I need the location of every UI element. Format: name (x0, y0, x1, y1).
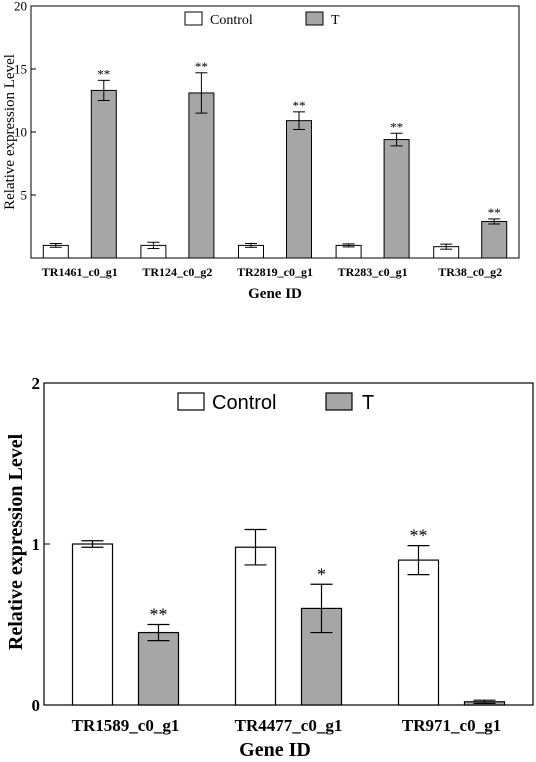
y-tick-label: 0 (32, 696, 41, 715)
x-tick-label: TR1589_c0_g1 (72, 716, 180, 735)
bar-t-TR2819_c0_g1 (286, 120, 312, 259)
x-tick-label: TR2819_c0_g1 (237, 265, 313, 279)
x-tick-label: TR124_c0_g2 (142, 265, 212, 279)
bar-control-TR1589_c0_g1 (71, 543, 114, 706)
significance-marker: ** (150, 605, 168, 625)
legend-swatch-t (325, 392, 353, 411)
y-tick-label: 2 (32, 374, 41, 393)
x-tick-label: TR4477_c0_g1 (235, 716, 343, 735)
chart-2-ylabel: Relative expression Level (5, 433, 27, 650)
legend-label-t: T (331, 13, 340, 28)
legend-swatch-t (305, 11, 324, 26)
chart-2-legend: Control T (177, 392, 374, 414)
significance-marker: ** (97, 66, 110, 81)
y-tick-label: 5 (21, 188, 28, 203)
significance-marker: ** (410, 526, 428, 546)
significance-marker: * (317, 564, 326, 584)
bar-control-TR4477_c0_g1 (234, 546, 277, 706)
chart-1-ylabel: Relative expression Level (2, 54, 18, 210)
significance-marker: ** (195, 59, 208, 74)
bar-t-TR38_c0_g2 (481, 220, 508, 259)
bar-t-TR1461_c0_g1 (90, 89, 117, 259)
chart-1-legend: Control T (184, 11, 340, 28)
legend-label-t: T (362, 392, 374, 414)
legend-swatch-control (177, 392, 205, 411)
significance-marker: ** (488, 205, 501, 220)
legend-label-control: Control (212, 392, 276, 414)
y-tick-label: 10 (14, 125, 27, 140)
x-tick-label: TR283_c0_g1 (338, 265, 408, 279)
y-tick-label: 20 (14, 0, 27, 14)
bar-control-TR971_c0_g1 (397, 559, 440, 706)
chart-2: Relative expression Level Gene ID Contro… (5, 374, 534, 761)
x-tick-label: TR38_c0_g2 (438, 265, 502, 279)
significance-marker: ** (293, 98, 306, 113)
x-tick-label: TR971_c0_g1 (402, 716, 501, 735)
legend-label-control: Control (210, 13, 253, 28)
bar-t-TR124_c0_g2 (188, 92, 215, 259)
significance-marker: ** (390, 119, 403, 134)
chart-2-frame (43, 382, 534, 706)
bar-t-TR1589_c0_g1 (137, 631, 180, 706)
chart-1-xlabel: Gene ID (248, 286, 302, 302)
chart-2-xlabel: Gene ID (239, 739, 311, 761)
x-tick-label: TR1461_c0_g1 (42, 265, 118, 279)
bar-t-TR283_c0_g1 (383, 139, 410, 259)
chart-1: Relative expression Level Gene ID Contro… (2, 0, 520, 302)
y-tick-label: 15 (14, 62, 27, 77)
y-tick-label: 1 (32, 535, 41, 554)
legend-swatch-control (184, 11, 203, 26)
